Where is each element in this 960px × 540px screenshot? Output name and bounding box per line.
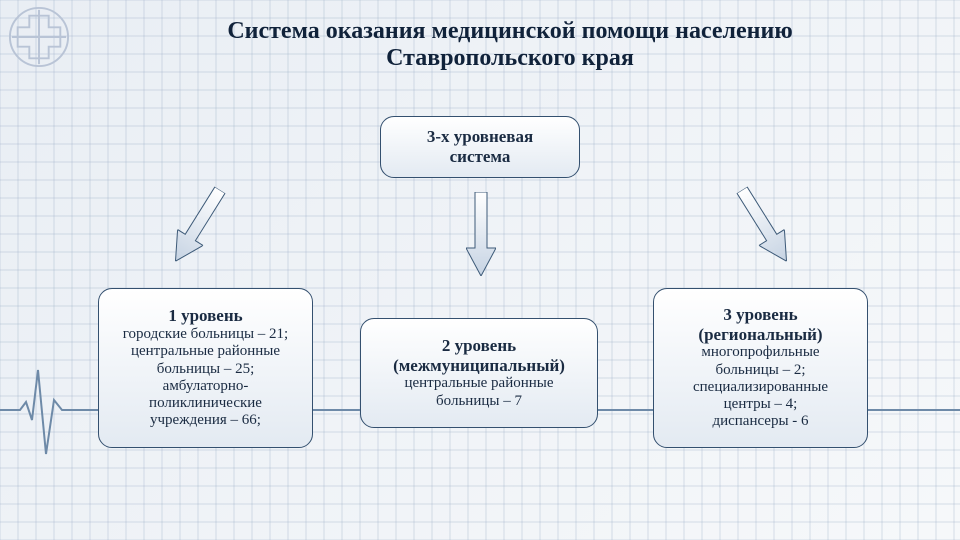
slide-title: Система оказания медицинской помощи насе… [90, 18, 930, 72]
title-line-1: Система оказания медицинской помощи насе… [90, 18, 930, 45]
level-box-2: 2 уровень (межмуниципальный)центральные … [360, 318, 598, 428]
arrow-down-icon [729, 182, 799, 269]
level-box-header: 2 уровень (межмуниципальный) [371, 336, 587, 375]
level-box-3: 3 уровень (региональный)многопрофильные … [653, 288, 868, 448]
top-box-body: система [391, 147, 569, 167]
arrow-down-icon [163, 182, 233, 269]
slide-content: Система оказания медицинской помощи насе… [0, 0, 960, 540]
level-box-body: городские больницы – 21; центральные рай… [109, 326, 302, 430]
level-box-header: 3 уровень (региональный) [664, 305, 857, 344]
level-box-body: центральные районные больницы – 7 [371, 375, 587, 410]
top-box-system: 3-х уровневая система [380, 116, 580, 178]
level-box-body: многопрофильные больницы – 2; специализи… [664, 344, 857, 430]
title-line-2: Ставропольского края [90, 45, 930, 72]
top-box-header: 3-х уровневая [391, 127, 569, 147]
level-box-1: 1 уровеньгородские больницы – 21; центра… [98, 288, 313, 448]
arrow-down-icon [466, 192, 496, 276]
level-box-header: 1 уровень [109, 306, 302, 326]
